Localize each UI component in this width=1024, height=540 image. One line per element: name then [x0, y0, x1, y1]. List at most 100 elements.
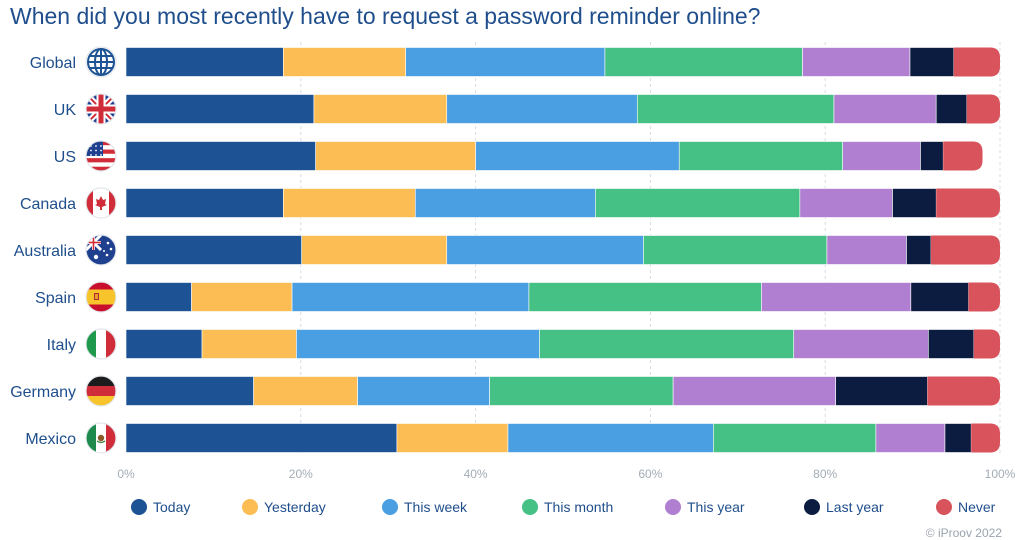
x-tick-label: 100%: [985, 467, 1016, 481]
category-label: Mexico: [25, 431, 76, 448]
x-tick-label: 40%: [464, 467, 488, 481]
bar-row: [125, 329, 1000, 359]
bar-segment: [910, 282, 969, 312]
bar-segment: [125, 329, 203, 359]
australia-flag-icon: [85, 234, 117, 266]
bar-segment: [968, 282, 1000, 312]
bar-segment: [672, 376, 836, 406]
canada-flag-icon: [85, 187, 117, 219]
bar-segment: [842, 141, 921, 171]
legend-swatch: [131, 499, 147, 515]
legend-swatch: [665, 499, 681, 515]
bar-segment: [973, 329, 1000, 359]
uk-flag-icon: [85, 93, 117, 125]
legend-label: This year: [687, 499, 745, 515]
legend-item: Never: [936, 499, 996, 515]
bar-row: [125, 141, 983, 171]
legend-item: Yesterday: [242, 499, 326, 515]
category-label: US: [54, 149, 76, 166]
bar-segment: [446, 94, 638, 124]
category-label: UK: [54, 102, 77, 119]
x-tick-label: 60%: [638, 467, 662, 481]
legend-label: Today: [153, 499, 190, 515]
legend-swatch: [936, 499, 952, 515]
bar-row: [125, 423, 1000, 453]
legend-item: Last year: [804, 499, 884, 515]
legend-item: Today: [131, 499, 190, 515]
bar-segment: [909, 47, 954, 77]
bar-row: [125, 235, 1000, 265]
bar-segment: [125, 282, 192, 312]
bar-segment: [927, 376, 1000, 406]
bar-row: [125, 94, 1000, 124]
category-label: Italy: [47, 337, 76, 354]
bar-segment: [125, 141, 316, 171]
germany-flag-icon: [85, 375, 117, 407]
legend-swatch: [522, 499, 538, 515]
x-tick-label: 20%: [289, 467, 313, 481]
bar-segment: [313, 94, 448, 124]
bar-segment: [875, 423, 946, 453]
bar-segment: [678, 141, 843, 171]
legend-item: This week: [382, 499, 468, 515]
legend-item: This month: [522, 499, 613, 515]
bar-segment: [283, 47, 406, 77]
copyright-credit: © iProov 2022: [925, 526, 1002, 540]
bar-segment: [396, 423, 509, 453]
legend-swatch: [804, 499, 820, 515]
bar-segment: [283, 188, 416, 218]
bar-segment: [944, 423, 972, 453]
bar-segment: [833, 94, 937, 124]
us-flag-icon: [85, 140, 117, 172]
bar-segment: [125, 376, 254, 406]
bar-segment: [296, 329, 540, 359]
legend-swatch: [242, 499, 258, 515]
chart-title: When did you most recently have to reque…: [10, 3, 761, 29]
bar-segment: [920, 141, 944, 171]
bar-segment: [315, 141, 476, 171]
italy-flag-icon: [85, 328, 117, 360]
category-label: Canada: [20, 196, 76, 213]
bar-segment: [125, 94, 315, 124]
bar-segment: [414, 188, 596, 218]
bar-segment: [507, 423, 714, 453]
bar-segment: [799, 188, 893, 218]
bar-segment: [761, 282, 912, 312]
bar-segment: [636, 94, 835, 124]
bar-segment: [595, 188, 801, 218]
bar-segment: [604, 47, 803, 77]
legend-item: This year: [665, 499, 745, 515]
bar-segment: [125, 423, 398, 453]
bar-segment: [301, 235, 448, 265]
bar-segment: [446, 235, 644, 265]
bar-segment: [191, 282, 293, 312]
bar-segment: [826, 235, 907, 265]
bar-row: [125, 188, 1000, 218]
x-tick-label: 0%: [117, 467, 135, 481]
bar-row: [125, 47, 1000, 77]
bar-segment: [489, 376, 674, 406]
bar-segment: [475, 141, 680, 171]
x-tick-label: 80%: [813, 467, 837, 481]
mexico-flag-icon: [85, 422, 117, 454]
bar-segment: [713, 423, 877, 453]
bar-segment: [953, 47, 1000, 77]
spain-flag-icon: [85, 281, 117, 313]
bar-segment: [936, 188, 1000, 218]
bar-segment: [930, 235, 1000, 265]
bar-segment: [125, 235, 302, 265]
bar-segment: [971, 423, 1000, 453]
globe-icon: [85, 46, 117, 78]
bar-segment: [928, 329, 975, 359]
category-label: Global: [30, 55, 76, 72]
bar-segment: [528, 282, 762, 312]
legend-label: Last year: [826, 499, 884, 515]
bar-segment: [253, 376, 358, 406]
bar-segment: [125, 47, 284, 77]
bar-segment: [291, 282, 530, 312]
bar-segment: [935, 94, 968, 124]
bar-segment: [943, 141, 983, 171]
legend-label: Yesterday: [264, 499, 326, 515]
legend-swatch: [382, 499, 398, 515]
